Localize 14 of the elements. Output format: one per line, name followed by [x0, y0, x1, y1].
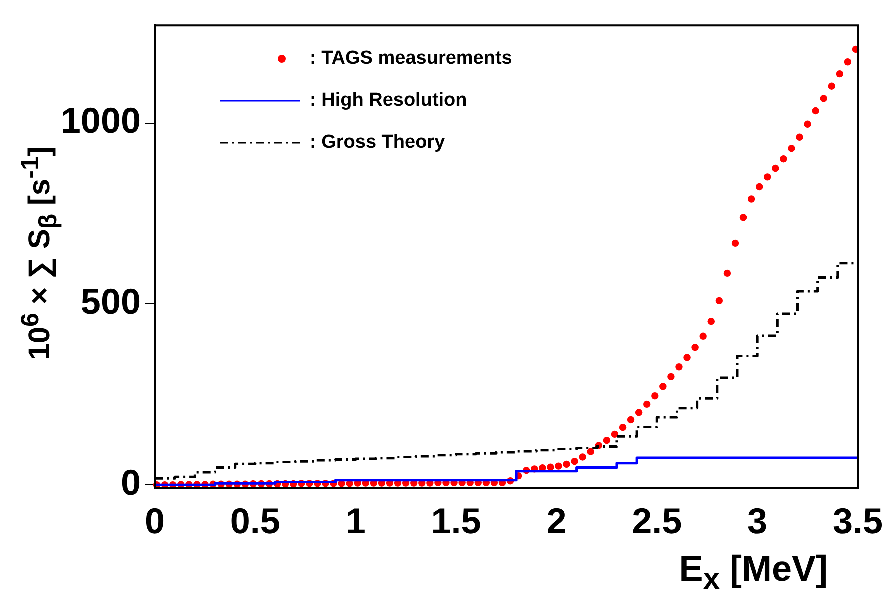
- x-tick-label: 1: [346, 500, 366, 542]
- x-tick-label: 2.5: [632, 500, 682, 542]
- legend-label: : High Resolution: [310, 90, 468, 112]
- y-tick-label: 500: [80, 281, 141, 322]
- x-tick-label: 2: [546, 500, 567, 542]
- x-tick-label: 0.5: [230, 500, 280, 542]
- x-tick-label: 1.5: [431, 500, 482, 542]
- x-tick-label: 3.5: [832, 500, 884, 542]
- legend-label: : Gross Theory: [310, 132, 446, 154]
- y-tick-label: 0: [120, 462, 141, 504]
- x-axis-title: E$_{x}$ [MeV]: [679, 548, 828, 598]
- legend-label: : TAGS measurements: [310, 48, 512, 70]
- y-tick-label: 1000: [60, 100, 141, 142]
- x-tick-label: 3: [748, 500, 768, 542]
